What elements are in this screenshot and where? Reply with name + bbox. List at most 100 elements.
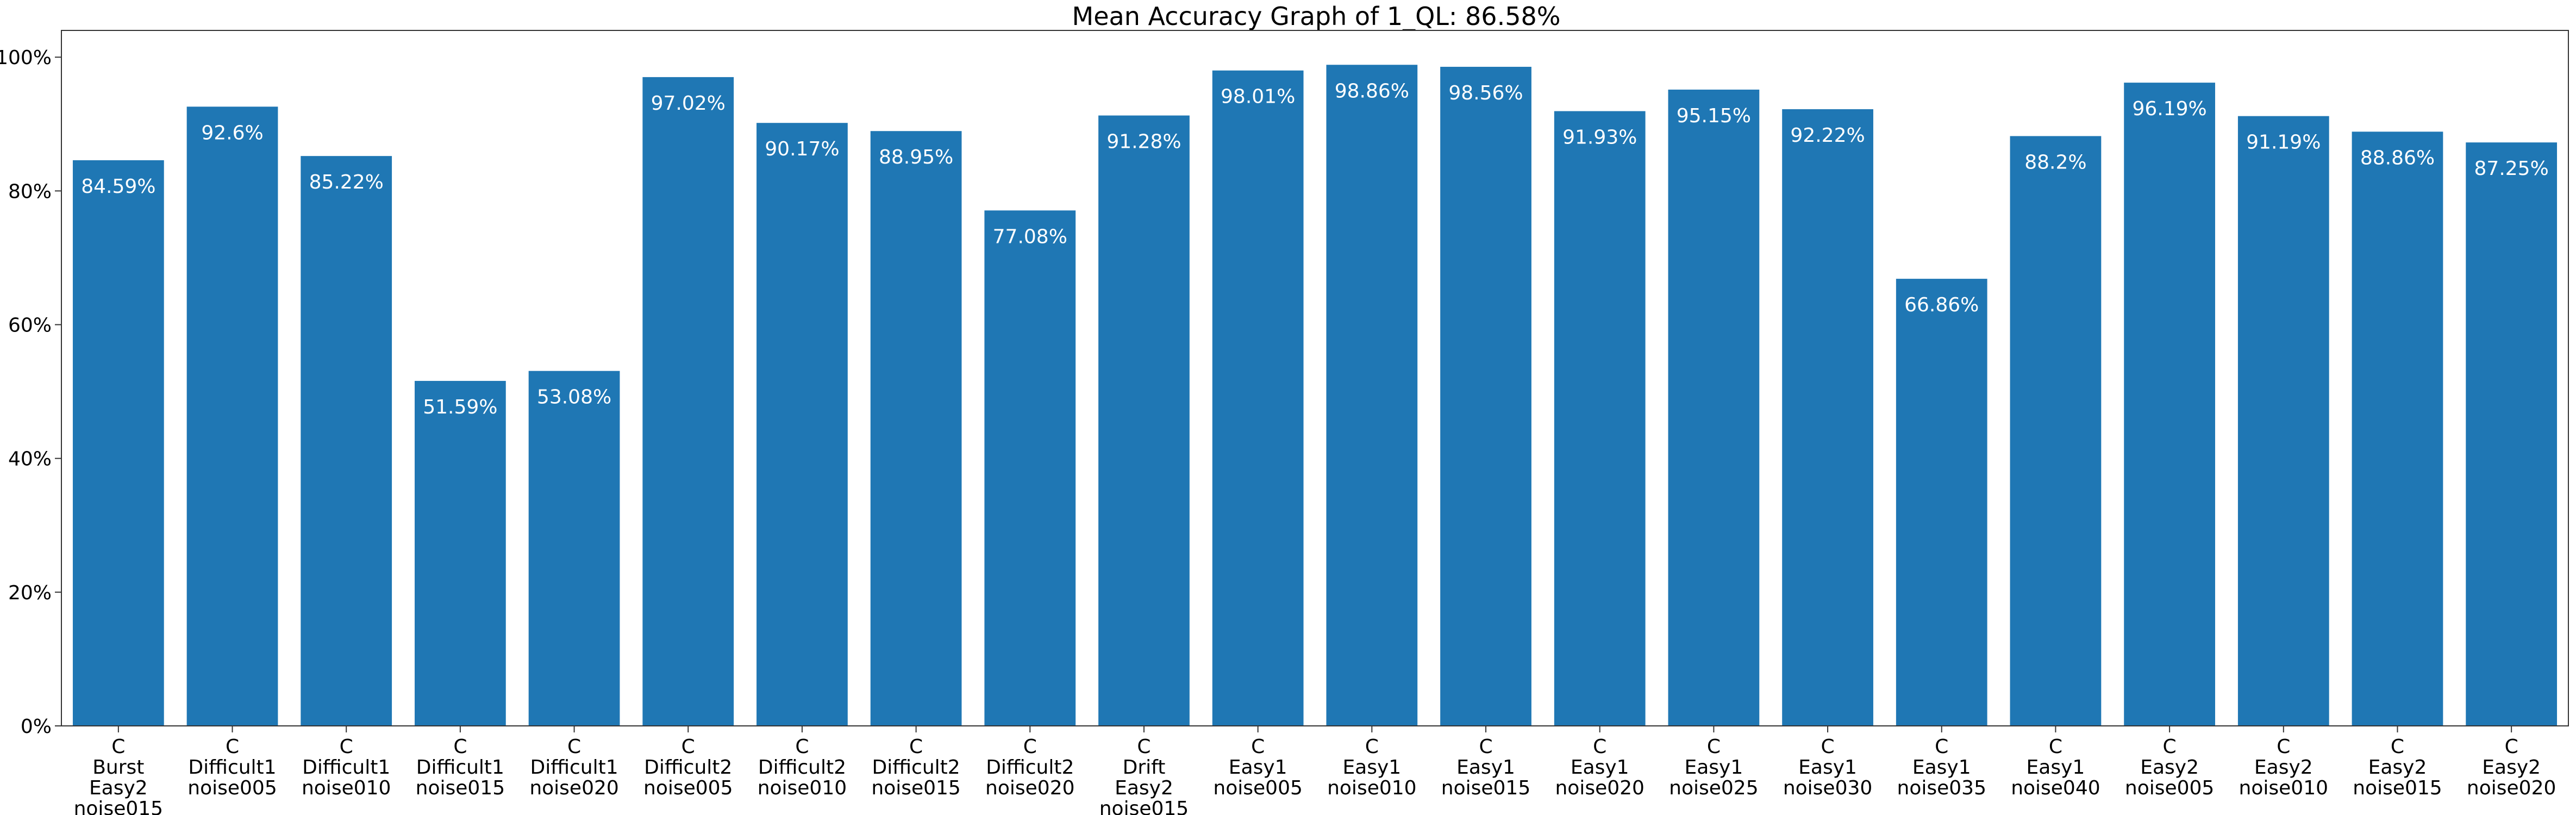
bar <box>72 160 164 726</box>
x-tick-label-line: noise030 <box>1783 777 1872 799</box>
x-tick-label: C Difficult1 noise015 <box>416 736 505 799</box>
chart-title: Mean Accuracy Graph of 1_QL: 86.58% <box>1072 2 1561 31</box>
x-tick-label-line: noise015 <box>2353 777 2442 799</box>
bar <box>186 106 278 726</box>
x-tick-label-line: C <box>1365 736 1379 758</box>
x-tick-label: C Easy1 noise035 <box>1897 736 1986 799</box>
bar-value-label: 92.22% <box>1790 124 1865 147</box>
bar-value-label: 84.59% <box>81 175 155 198</box>
x-tick-label-line: noise010 <box>758 777 847 799</box>
bar <box>528 371 620 726</box>
x-tick-label-line: C <box>1023 736 1037 758</box>
y-axis: 0% 20% 40% 60% 80% 100% <box>0 47 61 738</box>
x-tick-label-line: C <box>1137 736 1151 758</box>
x-tick-label: C Easy1 noise030 <box>1783 736 1872 799</box>
bar <box>2466 142 2558 726</box>
bar-value-label: 98.56% <box>1448 82 1523 104</box>
bar <box>1098 115 1190 726</box>
x-tick-label-line: noise015 <box>1099 798 1189 815</box>
x-tick-label-line: C <box>226 736 239 758</box>
x-tick-label-line: C <box>2391 736 2404 758</box>
x-tick-label-line: Difficult1 <box>188 756 276 779</box>
x-tick-label: C Burst Easy2 noise015 <box>74 736 163 815</box>
bars-group <box>72 65 2558 726</box>
bar <box>870 131 962 726</box>
bar <box>301 156 392 726</box>
x-tick-label-line: Difficult2 <box>986 756 1074 779</box>
bar-value-label: 92.6% <box>201 122 263 144</box>
x-tick-label-line: Easy2 <box>2254 756 2313 779</box>
x-tick-label-line: noise040 <box>2011 777 2100 799</box>
bar-value-label: 91.93% <box>1562 127 1637 149</box>
x-tick-label-line: noise025 <box>1669 777 1758 799</box>
x-tick-label-line: noise005 <box>2125 777 2214 799</box>
x-tick-label-line: Easy2 <box>1115 777 1173 799</box>
x-tick-label-line: Difficult1 <box>530 756 618 779</box>
x-tick-label-line: Easy2 <box>2482 756 2541 779</box>
x-tick-label-line: Easy1 <box>1342 756 1401 779</box>
bar <box>2237 116 2329 726</box>
bar-value-label: 98.01% <box>1221 86 1295 108</box>
x-tick-label: C Easy1 noise020 <box>1555 736 1644 799</box>
x-tick-label-line: C <box>1935 736 1948 758</box>
x-tick-label-line: C <box>1821 736 1834 758</box>
bar-value-label: 96.19% <box>2132 98 2206 120</box>
x-tick-label: C Easy1 noise005 <box>1213 736 1302 799</box>
bar-value-label: 95.15% <box>1677 105 1751 127</box>
x-tick-label-line: Difficult2 <box>758 756 846 779</box>
bar-value-label: 91.19% <box>2246 131 2321 154</box>
x-tick-label-line: noise010 <box>302 777 391 799</box>
bar <box>1668 89 1760 726</box>
x-tick-label: C Difficult1 noise005 <box>187 736 277 799</box>
x-tick-label-line: C <box>909 736 923 758</box>
x-tick-label-line: C <box>453 736 467 758</box>
bar <box>1782 109 1873 726</box>
x-tick-label-line: Difficult2 <box>644 756 732 779</box>
bar-value-label: 97.02% <box>651 92 726 115</box>
x-tick-label-line: C <box>2163 736 2177 758</box>
bar <box>984 210 1076 726</box>
x-tick-label-line: C <box>1251 736 1265 758</box>
x-tick-label-line: noise020 <box>1555 777 1644 799</box>
bar-value-label: 91.28% <box>1106 131 1181 153</box>
x-tick-label-line: Easy1 <box>1912 756 1971 779</box>
bar-value-label: 88.95% <box>879 146 953 168</box>
x-tick-label-line: noise005 <box>1213 777 1302 799</box>
x-tick-label-line: Easy1 <box>1456 756 1515 779</box>
x-tick-label-line: Burst <box>92 756 144 779</box>
y-tick-label: 40% <box>8 448 52 471</box>
x-tick-label-line: C <box>1479 736 1492 758</box>
y-tick-label: 60% <box>8 315 52 337</box>
bar-value-label: 90.17% <box>765 138 839 160</box>
x-tick-label-line: noise015 <box>74 798 163 815</box>
bar <box>415 381 506 726</box>
x-tick-label-line: Easy1 <box>1229 756 1287 779</box>
x-tick-label: C Easy1 noise025 <box>1669 736 1758 799</box>
x-tick-label-line: noise015 <box>1441 777 1530 799</box>
x-tick-label-line: Difficult2 <box>872 756 960 779</box>
bar-value-label: 53.08% <box>537 386 611 409</box>
bar-value-label: 87.25% <box>2474 158 2549 180</box>
x-tick-label-line: Difficult1 <box>416 756 504 779</box>
x-tick-label-line: C <box>1707 736 1721 758</box>
x-tick-label-line: Easy2 <box>89 777 148 799</box>
x-tick-label-line: noise020 <box>529 777 618 799</box>
bar <box>1554 111 1646 726</box>
x-tick-label-line: noise015 <box>416 777 505 799</box>
x-tick-label: C Drift Easy2 noise015 <box>1099 736 1189 815</box>
bar <box>2352 131 2443 726</box>
x-tick-label: C Difficult1 noise020 <box>529 736 618 799</box>
x-tick-label-line: C <box>2277 736 2290 758</box>
x-tick-label-line: Easy1 <box>1798 756 1857 779</box>
x-tick-label: C Difficult2 noise015 <box>871 736 960 799</box>
x-tick-label-line: C <box>795 736 809 758</box>
x-tick-label: C Easy2 noise020 <box>2467 736 2556 799</box>
bar-value-label: 66.86% <box>1904 294 1979 316</box>
x-tick-label-line: C <box>567 736 581 758</box>
x-tick-label-line: noise035 <box>1897 777 1986 799</box>
x-tick-label-line: noise015 <box>871 777 960 799</box>
bar <box>1326 65 1418 726</box>
x-tick-label-line: C <box>2049 736 2062 758</box>
